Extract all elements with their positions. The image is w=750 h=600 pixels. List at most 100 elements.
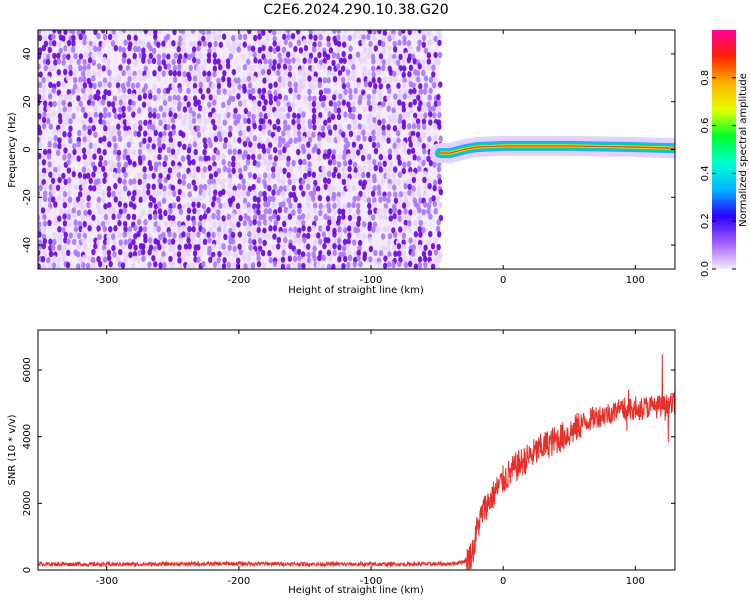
- noise-cell: [285, 160, 291, 167]
- noise-cell: [252, 75, 257, 83]
- noise-cell: [172, 76, 178, 83]
- noise-cell: [273, 81, 278, 88]
- noise-cell: [397, 93, 402, 101]
- noise-cell: [236, 77, 241, 84]
- noise-cell: [428, 160, 434, 167]
- noise-cell: [411, 123, 417, 130]
- noise-cell: [343, 88, 348, 96]
- noise-cell: [46, 105, 51, 112]
- noise-cell: [71, 34, 76, 42]
- noise-cell: [406, 122, 412, 130]
- noise-cell: [225, 62, 231, 70]
- noise-cell: [382, 207, 387, 214]
- noise-cell: [41, 116, 47, 124]
- noise-cell: [38, 141, 43, 148]
- noise-cell: [242, 117, 248, 124]
- noise-cell: [52, 100, 57, 108]
- noise-cell: [211, 154, 216, 162]
- noise-cell: [38, 30, 42, 36]
- noise-cell: [401, 101, 406, 108]
- noise-cell: [256, 202, 261, 210]
- noise-cell: [98, 155, 104, 162]
- noise-cell: [301, 225, 306, 232]
- noise-cell: [421, 208, 426, 216]
- noise-cell: [346, 123, 352, 131]
- noise-cell: [301, 83, 306, 90]
- noise-cell: [206, 52, 212, 59]
- noise-cell: [356, 232, 361, 239]
- noise-cell: [341, 153, 347, 161]
- noise-cell: [82, 153, 87, 160]
- noise-cell: [428, 119, 433, 126]
- noise-cell: [122, 153, 127, 161]
- snr-frame: [37, 329, 676, 571]
- noise-cell: [318, 209, 323, 217]
- noise-cell: [231, 161, 236, 168]
- noise-cell: [166, 173, 171, 181]
- noise-cell: [163, 166, 168, 174]
- noise-cell: [85, 214, 91, 221]
- noise-cell: [38, 184, 43, 192]
- noise-cell: [393, 148, 399, 155]
- noise-cell: [336, 113, 342, 121]
- noise-cell: [86, 167, 91, 174]
- noise-cell: [373, 82, 378, 90]
- colorbar-tick-label: 0.0: [700, 261, 711, 277]
- noise-cell: [307, 161, 312, 168]
- noise-cell: [222, 227, 228, 235]
- noise-cell: [83, 112, 88, 119]
- noise-cell: [371, 77, 376, 84]
- noise-cell: [307, 39, 312, 46]
- noise-cell: [52, 238, 57, 246]
- noise-cell: [178, 237, 184, 245]
- noise-cell: [412, 154, 417, 161]
- noise-cell: [267, 207, 272, 215]
- noise-cell: [221, 75, 226, 83]
- noise-cell: [91, 185, 97, 192]
- noise-cell: [381, 118, 386, 125]
- noise-cell: [143, 219, 148, 226]
- noise-cell: [201, 227, 206, 234]
- noise-cell: [392, 244, 397, 251]
- noise-cell: [103, 159, 108, 167]
- noise-cell: [75, 251, 81, 258]
- noise-cell: [221, 243, 226, 250]
- noise-cell: [206, 33, 211, 41]
- noise-cell: [51, 33, 56, 40]
- noise-cell: [78, 179, 84, 186]
- noise-cell: [230, 231, 236, 239]
- noise-cell: [102, 33, 108, 41]
- noise-cell: [287, 255, 293, 262]
- noise-cell: [162, 99, 168, 107]
- noise-cell: [327, 116, 332, 124]
- noise-cell: [210, 201, 216, 208]
- noise-cell: [71, 155, 76, 162]
- noise-cell: [303, 95, 308, 102]
- noise-cell: [285, 141, 291, 148]
- noise-cell: [196, 99, 201, 106]
- noise-cell: [262, 219, 268, 226]
- noise-cell: [287, 230, 293, 238]
- noise-cell: [366, 197, 372, 204]
- noise-cell: [148, 207, 153, 214]
- noise-cell: [392, 70, 397, 78]
- noise-cell: [192, 136, 197, 144]
- noise-cell: [271, 189, 276, 196]
- noise-cell: [241, 184, 247, 191]
- noise-cell: [297, 107, 303, 114]
- noise-cell: [436, 58, 441, 65]
- noise-cell: [132, 75, 138, 82]
- noise-cell: [302, 158, 307, 166]
- noise-cell: [361, 124, 367, 131]
- noise-cell: [256, 161, 261, 168]
- noise-cell: [113, 182, 118, 190]
- noise-cell: [331, 59, 336, 67]
- noise-cell: [186, 81, 191, 88]
- noise-cell: [181, 40, 186, 47]
- noise-cell: [340, 65, 346, 72]
- noise-cell: [247, 171, 253, 179]
- noise-cell: [108, 226, 113, 233]
- noise-cell: [156, 59, 162, 66]
- noise-cell: [337, 256, 342, 263]
- noise-cell: [402, 161, 407, 169]
